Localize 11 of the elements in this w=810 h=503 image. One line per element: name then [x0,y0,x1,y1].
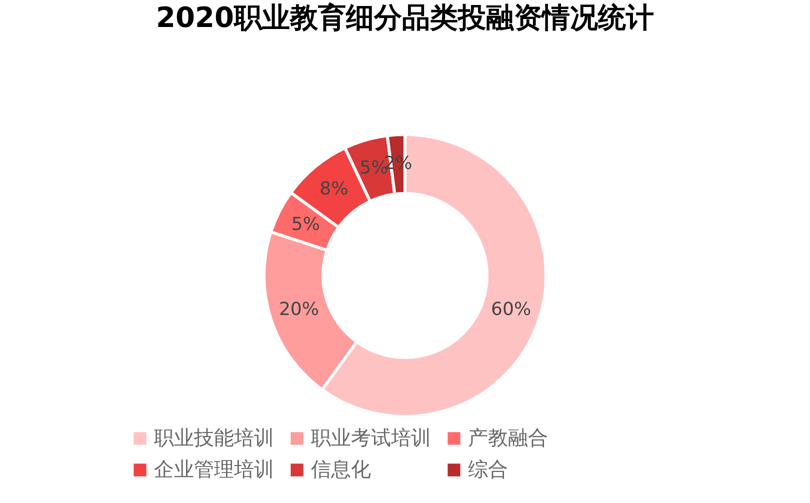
legend-label: 职业技能培训 [154,425,274,450]
legend-label: 职业考试培训 [311,425,431,450]
data-label: 20% [278,298,319,320]
chart-title: 2020职业教育细分品类投融资情况统计 [156,1,654,34]
data-label: 5% [291,214,320,235]
data-label: 60% [491,298,532,320]
legend-label: 信息化 [311,457,371,481]
data-label: 8% [320,178,348,200]
legend-label: 综合 [468,457,508,481]
legend-label: 产教融合 [468,425,548,450]
legend-label: 企业管理培训 [154,457,274,481]
